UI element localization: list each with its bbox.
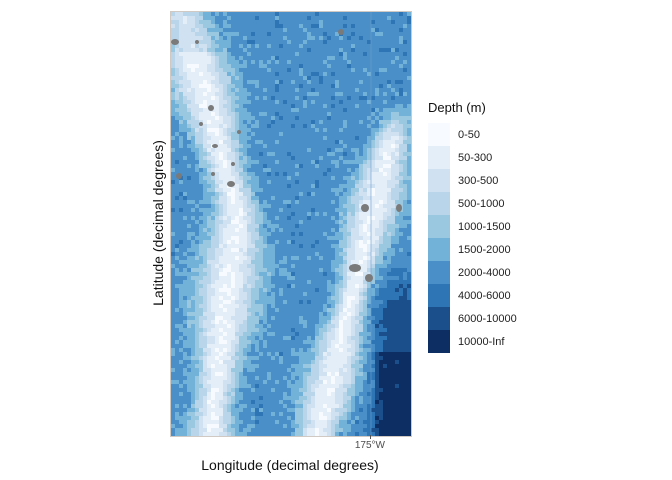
island xyxy=(176,173,182,179)
island xyxy=(212,144,218,148)
legend-label: 6000-10000 xyxy=(458,312,517,325)
island xyxy=(231,162,235,166)
island xyxy=(195,40,199,44)
legend-swatch xyxy=(428,146,450,169)
island xyxy=(171,39,179,45)
island xyxy=(199,122,203,126)
bathymetry-map xyxy=(170,11,412,437)
legend-label: 1000-1500 xyxy=(458,220,511,233)
depth-legend: Depth (m) 0-50 50-300 300-500 500-1000 1000-… xyxy=(428,100,517,353)
island xyxy=(211,172,215,176)
island xyxy=(361,204,369,212)
legend-item: 10000-Inf xyxy=(428,330,517,353)
legend-swatch xyxy=(428,123,450,146)
legend-swatch xyxy=(428,330,450,353)
island xyxy=(208,105,214,111)
legend-label: 1500-2000 xyxy=(458,243,511,256)
legend-item: 1000-1500 xyxy=(428,215,517,238)
legend-swatch xyxy=(428,238,450,261)
x-tick-label: 175°W xyxy=(354,440,385,451)
depth-raster xyxy=(171,12,411,436)
legend-swatch xyxy=(428,307,450,330)
legend-item: 2000-4000 xyxy=(428,261,517,284)
x-axis-title: Longitude (decimal degrees) xyxy=(201,457,379,473)
legend-label: 4000-6000 xyxy=(458,289,511,302)
legend-swatch xyxy=(428,261,450,284)
y-axis-title: Latitude (decimal degrees) xyxy=(150,140,166,306)
legend-swatch xyxy=(428,284,450,307)
island xyxy=(365,274,373,282)
legend-item: 50-300 xyxy=(428,146,517,169)
island xyxy=(227,181,235,187)
island xyxy=(396,204,402,212)
legend-item: 6000-10000 xyxy=(428,307,517,330)
legend-swatch xyxy=(428,192,450,215)
legend-item: 0-50 xyxy=(428,123,517,146)
legend-title: Depth (m) xyxy=(428,100,486,115)
legend-label: 2000-4000 xyxy=(458,266,511,279)
island xyxy=(237,130,241,134)
legend-label: 50-300 xyxy=(458,151,493,164)
legend-item: 300-500 xyxy=(428,169,517,192)
legend-items: 0-50 50-300 300-500 500-1000 1000-1500 1500-2… xyxy=(428,123,517,353)
x-tick-mark xyxy=(369,435,371,439)
legend-label: 300-500 xyxy=(458,174,499,187)
legend-swatch xyxy=(428,215,450,238)
legend-label: 500-1000 xyxy=(458,197,505,210)
island xyxy=(338,29,344,35)
legend-swatch xyxy=(428,169,450,192)
island xyxy=(349,264,361,272)
legend-item: 500-1000 xyxy=(428,192,517,215)
legend-label: 0-50 xyxy=(458,128,481,141)
legend-item: 4000-6000 xyxy=(428,284,517,307)
legend-item: 1500-2000 xyxy=(428,238,517,261)
legend-label: 10000-Inf xyxy=(458,335,505,348)
